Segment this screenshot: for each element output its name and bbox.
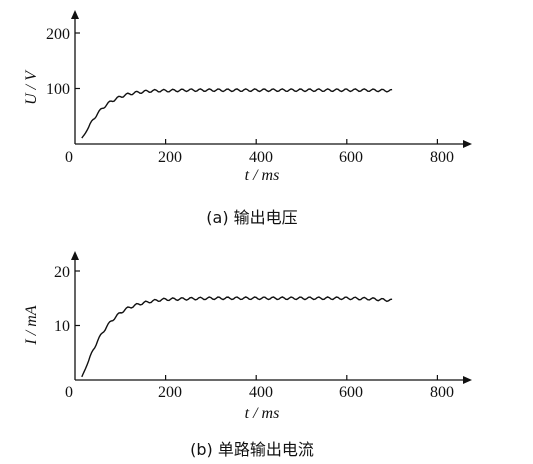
chart-b-y-tick-1: 20 [54, 264, 70, 281]
chart-a-x-tick-0: 0 [65, 149, 73, 166]
chart-b-x-tick-1: 200 [158, 384, 182, 401]
chart-a-y-tick-0: 100 [46, 81, 70, 98]
chart-a-y-axis-arrow [71, 10, 79, 19]
chart-b: 0 200 400 600 800 10 20 I / mA t / ms (b… [23, 251, 472, 459]
chart-a-caption: (a) 输出电压 [206, 208, 297, 227]
chart-b-x-tick-0: 0 [65, 384, 73, 401]
chart-b-y-tick-0: 10 [54, 318, 70, 335]
chart-b-x-tick-4: 800 [430, 384, 454, 401]
chart-b-x-tick-3: 600 [339, 384, 363, 401]
chart-a-x-tick-1: 200 [158, 149, 182, 166]
chart-a-x-tick-3: 600 [339, 149, 363, 166]
chart-b-x-tick-2: 400 [249, 384, 273, 401]
chart-a-x-tick-2: 400 [249, 149, 273, 166]
chart-b-y-label: I / mA [23, 305, 40, 345]
chart-a-x-tick-4: 800 [430, 149, 454, 166]
chart-a-x-axis-arrow [463, 140, 472, 148]
chart-a-series-line [81, 88, 393, 139]
chart-b-x-axis-arrow [463, 376, 472, 384]
chart-a-y-tick-1: 200 [46, 26, 70, 43]
chart-b-series-line [81, 296, 393, 378]
chart-b-x-label: t / ms [245, 405, 280, 422]
chart-a: 0 200 400 600 800 100 200 U / V t / ms (… [23, 10, 472, 227]
chart-a-y-label: U / V [23, 69, 40, 105]
chart-b-y-axis-arrow [71, 251, 79, 260]
chart-b-caption: (b) 单路输出电流 [190, 440, 314, 459]
chart-b-ticks [75, 270, 438, 380]
chart-a-x-label: t / ms [245, 167, 280, 184]
chart-a-ticks [75, 32, 438, 144]
